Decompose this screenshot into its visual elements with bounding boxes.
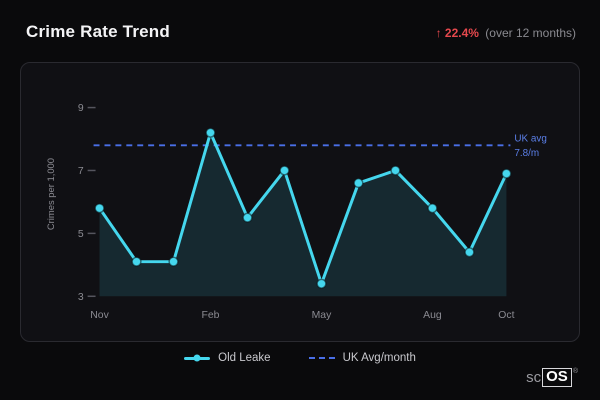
svg-text:7: 7 bbox=[78, 166, 84, 177]
svg-text:UK avg: UK avg bbox=[514, 133, 547, 144]
svg-text:3: 3 bbox=[78, 292, 84, 303]
page-title: Crime Rate Trend bbox=[26, 22, 170, 41]
svg-text:7.8/m: 7.8/m bbox=[514, 148, 539, 159]
svg-text:May: May bbox=[312, 310, 332, 321]
svg-text:5: 5 bbox=[78, 229, 84, 240]
up-arrow-icon: ↑ bbox=[435, 26, 442, 40]
legend-item-old-leake[interactable]: Old Leake bbox=[184, 352, 271, 364]
brand-prefix: sc bbox=[526, 368, 542, 386]
svg-text:Feb: Feb bbox=[202, 310, 220, 321]
legend-label-uk-avg: UK Avg/month bbox=[342, 352, 416, 364]
trend-delta: ↑ 22.4% (over 12 months) bbox=[436, 26, 576, 40]
legend-label-old-leake: Old Leake bbox=[218, 352, 271, 364]
dashed-line-swatch-icon bbox=[308, 357, 335, 359]
brand-registered-mark: ® bbox=[572, 367, 578, 375]
crime-line-chart: 9 7 5 3 Nov Feb May Aug Oct UK avg 7.8/m Crimes per… bbox=[45, 103, 547, 321]
header: Crime Rate Trend ↑ 22.4% (over 12 months… bbox=[26, 22, 576, 42]
chart-legend: Old Leake UK Avg/month bbox=[0, 352, 600, 364]
scos-logo: sc OS ® bbox=[526, 367, 578, 387]
svg-text:9: 9 bbox=[78, 103, 84, 114]
svg-text:Aug: Aug bbox=[423, 310, 442, 321]
line-swatch-icon bbox=[184, 354, 211, 362]
svg-text:Nov: Nov bbox=[90, 310, 109, 321]
chart-card: 9 7 5 3 Nov Feb May Aug Oct UK avg 7.8/m Crimes per… bbox=[20, 62, 580, 342]
trend-delta-note: (over 12 months) bbox=[485, 26, 576, 40]
svg-text:Oct: Oct bbox=[498, 310, 514, 321]
brand-box: OS bbox=[542, 367, 572, 387]
trend-delta-value: 22.4% bbox=[444, 26, 479, 40]
legend-item-uk-avg[interactable]: UK Avg/month bbox=[308, 352, 416, 364]
svg-text:Crimes per 1,000: Crimes per 1,000 bbox=[45, 158, 56, 230]
